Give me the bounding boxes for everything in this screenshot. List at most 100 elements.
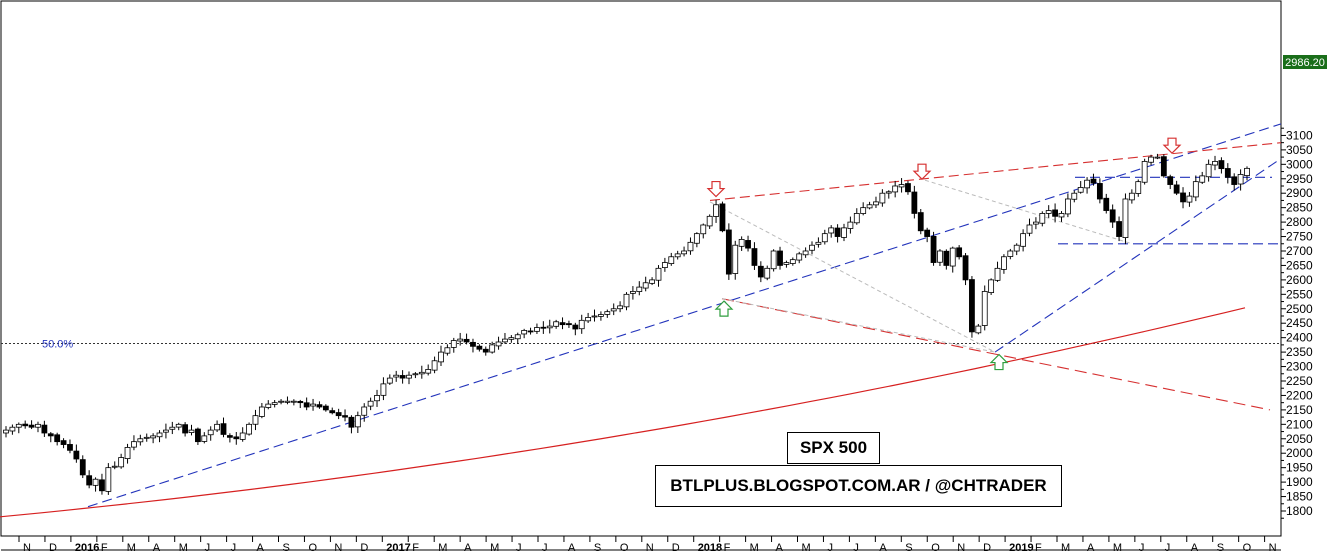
candle-body [847, 221, 854, 229]
candle-body [297, 401, 304, 404]
candle-body [866, 204, 873, 209]
candle-body [981, 291, 988, 326]
candle-body [681, 250, 687, 255]
candle-body [949, 247, 956, 267]
candle-body [450, 340, 457, 348]
candle-body [1096, 183, 1103, 200]
x-tick-label: 2018 [698, 542, 722, 554]
x-tick-label: N [23, 542, 31, 554]
candle-body [252, 415, 259, 425]
x-tick-label: J [853, 542, 859, 554]
candle-body [60, 440, 67, 445]
x-axis: N D 2016 F M A M J J A S O N D 2017 F M A M J J A S O N D 2018 F M A M… [1, 536, 1281, 554]
candle-body [86, 475, 93, 486]
candle-body [661, 262, 668, 268]
candle-body [924, 229, 931, 237]
x-tick-label: D [983, 542, 991, 554]
candle-body [1173, 184, 1180, 194]
up-arrow-icon [714, 300, 734, 317]
candle-body [182, 424, 189, 434]
y-tick-label: 1800 [1286, 504, 1313, 518]
candle-body [1192, 181, 1199, 198]
x-tick-label: N [334, 542, 342, 554]
guide-line-1 [709, 201, 996, 353]
candle-body [1116, 221, 1122, 237]
candle-body [969, 279, 975, 333]
candle-body [623, 293, 630, 308]
y-tick-label: 2150 [1286, 403, 1313, 417]
candle-body [770, 250, 777, 270]
candle-body [1122, 198, 1129, 239]
candle-body [508, 337, 515, 340]
candle-body [1103, 197, 1110, 211]
y-tick-label: 2600 [1286, 273, 1313, 287]
x-tick-label: A [568, 542, 576, 554]
candle-body [1224, 168, 1231, 178]
candle-body [1045, 210, 1052, 214]
candle-body [278, 400, 284, 403]
candle-body [693, 233, 700, 244]
candle-body [642, 282, 649, 289]
candle-body [348, 416, 355, 428]
candle-body [534, 327, 540, 332]
markers-layer [706, 137, 1182, 371]
candle-body [1013, 244, 1020, 252]
x-tick-label: F [412, 542, 419, 554]
chart-title: SPX 500 [787, 432, 880, 464]
candle-body [22, 423, 29, 427]
candle-body [521, 330, 528, 335]
candle-body [1148, 156, 1154, 163]
candle-body [406, 374, 412, 379]
last-price-label: 2986.20 [1285, 57, 1325, 69]
candle-body [527, 330, 534, 333]
candle-body [284, 400, 291, 403]
candle-body [1199, 175, 1206, 183]
candle-body [1160, 156, 1167, 177]
candle-body [258, 406, 265, 417]
y-tick-label: 2850 [1286, 201, 1313, 215]
candle-body [994, 267, 1001, 281]
x-tick-label: M [1113, 542, 1122, 554]
y-tick-label: 2700 [1286, 244, 1313, 258]
candle-body [514, 334, 521, 340]
candle-body [789, 259, 796, 264]
candle-body [1033, 221, 1039, 225]
x-tick-label: 2016 [75, 542, 99, 554]
y-tick-label: 2400 [1286, 331, 1313, 345]
x-tick-label: J [1139, 542, 1145, 554]
x-tick-label: D [49, 542, 57, 554]
candle-body [764, 267, 771, 279]
candle-body [470, 341, 476, 347]
y-tick-label: 2450 [1286, 316, 1313, 330]
candle-body [629, 291, 636, 294]
plot-area [0, 0, 1282, 537]
trendline-rising-support-2018 [994, 158, 1282, 353]
candle-body [1109, 209, 1116, 223]
x-tick-label: A [879, 542, 887, 554]
candle-body [79, 459, 86, 476]
candle-body [303, 402, 310, 408]
y-tick-label: 2100 [1286, 417, 1313, 431]
candle-body [239, 432, 246, 440]
candle-body [1039, 213, 1046, 224]
candle-body [105, 467, 112, 492]
candle-body [54, 434, 61, 443]
candle-body [425, 369, 432, 374]
x-tick-label: N [957, 542, 965, 554]
y-tick-label: 2200 [1286, 388, 1313, 402]
candle-body [821, 233, 828, 243]
candle-body [1020, 233, 1027, 247]
y-tick-label: 2950 [1286, 172, 1313, 186]
candle-body [438, 351, 444, 363]
x-tick-label: O [620, 542, 629, 554]
candle-body [28, 424, 35, 428]
candle-body [246, 423, 252, 435]
candle-body [668, 256, 675, 264]
candle-body [1090, 178, 1097, 184]
x-tick-label: F [1035, 542, 1042, 554]
x-tick-label: M [750, 542, 759, 554]
y-tick-label: 2500 [1286, 302, 1313, 316]
candle-body [738, 239, 745, 247]
x-tick-label: J [542, 542, 548, 554]
x-tick-label: J [1165, 542, 1171, 554]
